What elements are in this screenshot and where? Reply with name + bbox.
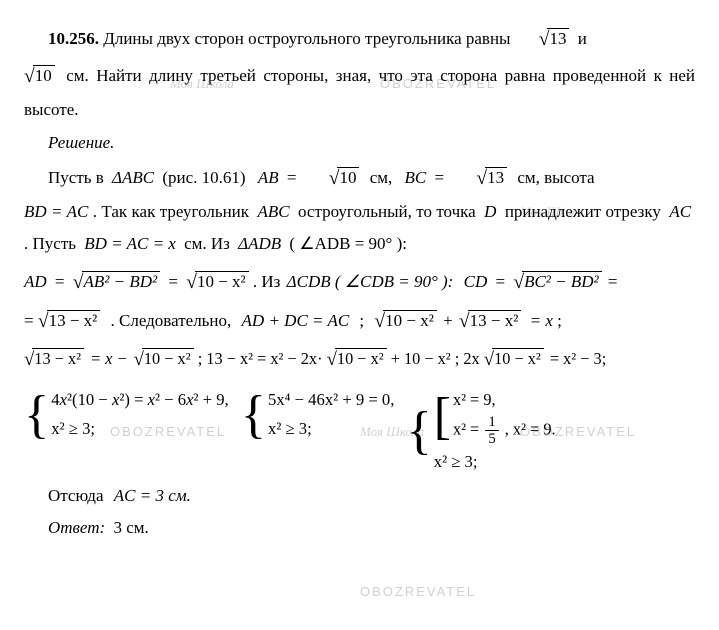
txt: . Из [253,272,281,291]
cm2: см, высота [517,168,594,187]
sqrt-bc: 13 [452,159,507,196]
eq: = [55,272,65,291]
fig-ref: (рис. 10.61) [162,168,245,187]
solution-p1b: BD = AC . Так как треугольник ABC остроу… [24,196,695,261]
eqx: = x [530,311,553,330]
AD: AD [24,272,47,291]
watermark: OBOZREVATEL [360,580,476,605]
rad1: AB² − BD² [73,263,160,300]
ang-adb: ( ∠ADB = 90° ): [289,234,407,253]
r10c: 10 − x² [327,341,387,377]
mid: = x − [90,349,127,368]
eq-line2: 13 − x² = x − 10 − x² ; 13 − x² = x² − 2… [24,341,695,377]
rad2: 10 − x² [186,263,248,300]
ABC: ABC [257,202,289,221]
txt: Пусть в [48,168,104,187]
statement-text-1: Длины двух сторон остроугольного треугол… [103,29,510,48]
tail2: = x² − 3; [550,349,606,368]
plus: + [443,311,453,330]
sys2-l1: 5x⁴ − 46x² + 9 = 0, [268,386,394,414]
eq: = [495,272,505,291]
txt: . Пусть [24,234,76,253]
problem-statement: 10.256. Длины двух сторон остроугольного… [24,20,695,57]
eq: = [168,272,178,291]
sqrt-13: 13 [515,20,570,57]
solution-p1: Пусть в ΔABC (рис. 10.61) AB = 10 см, BC… [24,159,695,196]
problem-statement-line2: 10 см. Найти длину третьей стороны, зная… [24,57,695,126]
txt: принадлежит отрезку [505,202,661,221]
conj-and: и [578,29,587,48]
conclusion-val: AC = 3 см. [114,486,191,505]
eq: = [287,168,297,187]
document-content: 10.256. Длины двух сторон остроугольного… [24,20,695,544]
sys1-l1: 4x²(10 − x²) = x² − 6x² + 9, [51,386,228,414]
r13x2: 13 − x² [459,302,521,339]
eq: = [608,272,618,291]
rad3: BC² − BD² [513,263,601,300]
conclusion-text: Отсюда [48,486,104,505]
answer-value: 3 см. [113,518,148,537]
conclusion: Отсюда AC = 3 см. [24,480,695,512]
eq: = [24,311,34,330]
BC: BC [405,168,427,187]
brace-icon: { [406,410,431,452]
statement-text-2: Найти длину третьей стороны, зная, что э… [24,66,695,119]
nested-bracket: [ x² = 9, x² = 15 , x² = 9. [434,386,556,447]
expand: ; 13 − x² = x² − 2x· [198,349,323,368]
eq2: = [435,168,445,187]
semi: ; [557,311,562,330]
txt: . Следовательно, [111,311,232,330]
eq-CD-cont: = 13 − x² . Следовательно, AD + DC = AC … [24,302,695,339]
cm3: см. Из [184,234,230,253]
sum: AD + DC = AC [242,311,350,330]
r10b: 10 − x² [134,341,194,377]
sys1-l2: x² ≥ 3; [51,415,228,443]
txt: остроугольный, то точка [298,202,476,221]
sys2-l2: x² ≥ 3; [268,415,394,443]
AB: AB [258,168,279,187]
tail: + 10 − x² ; 2x [391,349,480,368]
tri-cdb: ΔCDB ( ∠CDB = 90° ): [287,272,454,291]
txt: . Так как треугольник [93,202,249,221]
r10x2: 10 − x² [374,302,436,339]
D: D [484,202,496,221]
sqrt-10: 10 [24,57,55,94]
semi: ; [359,311,364,330]
sqrt-ab: 10 [305,159,360,196]
AC: AC [669,202,691,221]
r10d: 10 − x² [484,341,544,377]
bd-ac: BD = AC [24,202,88,221]
system-2: { 5x⁴ − 46x² + 9 = 0, x² ≥ 3; [241,386,395,443]
unit-cm: см. [66,66,89,85]
problem-number: 10.256. [48,29,99,48]
bracket-icon: [ [434,396,451,437]
r13b: 13 − x² [24,341,84,377]
triangle-abc: ΔABC [112,168,154,187]
sys3-l2: x² ≥ 3; [434,448,556,476]
system-1: { 4x²(10 − x²) = x² − 6x² + 9, x² ≥ 3; [24,386,229,443]
CD: CD [464,272,488,291]
rad4: 13 − x² [38,302,100,339]
answer-label: Ответ: [48,518,105,537]
sys3-inner-l2: x² = 15 , x² = 9. [453,414,556,447]
system-3: { [ x² = 9, x² = 15 , x² = 9. x² ≥ 3; [406,386,555,475]
answer: Ответ: 3 см. [24,512,695,544]
sys3-inner-l1: x² = 9, [453,386,556,414]
eq-AD: AD = AB² − BD² = 10 − x² . Из ΔCDB ( ∠CD… [24,263,695,300]
cm: см, [370,168,393,187]
tri-adb: ΔADB [238,234,281,253]
solution-label: Решение. [24,127,695,159]
systems-row: { 4x²(10 − x²) = x² − 6x² + 9, x² ≥ 3; {… [24,382,695,479]
let-expr: BD = AC = x [84,234,176,253]
brace-icon: { [24,394,49,436]
brace-icon: { [241,394,266,436]
